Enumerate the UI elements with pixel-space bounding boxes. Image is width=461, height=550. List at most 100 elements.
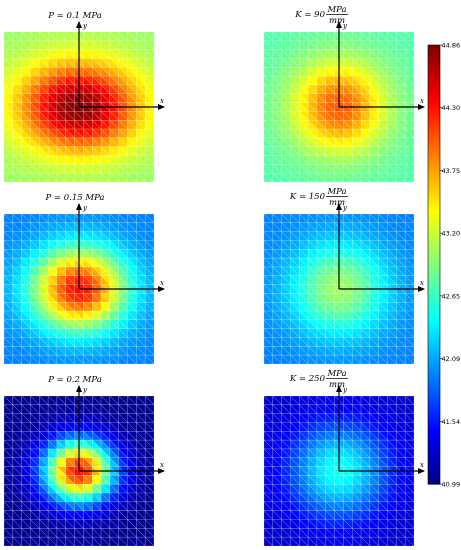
colorbar-segment: [428, 480, 440, 485]
mesh-cell: [65, 354, 76, 365]
title-text: P = 0.2 MPa: [47, 375, 102, 385]
colorbar-segment: [428, 205, 440, 211]
x-axis-label: x: [420, 97, 424, 105]
mesh-cell: [39, 354, 49, 365]
mesh-cell: [281, 536, 292, 547]
mesh-cell: [47, 354, 58, 365]
colorbar-tick-label: 42.09: [442, 355, 461, 363]
axes-p02: [78, 386, 164, 472]
mesh-cell: [12, 536, 23, 547]
mesh-cell: [299, 172, 309, 183]
y-arrowhead: [336, 21, 342, 28]
mesh-cell: [396, 354, 406, 365]
colorbar-segment: [428, 469, 440, 474]
title-frac-den: mm: [329, 16, 345, 26]
mesh-cell: [30, 172, 40, 183]
colorbar-tick-label: 41.54: [442, 418, 461, 426]
mesh-cell: [127, 172, 137, 183]
colorbar-segment: [428, 282, 440, 288]
panel-p01: y x P = 0.1 MPa: [3, 11, 165, 183]
colorbar-segment: [428, 414, 440, 419]
mesh-cell: [65, 172, 76, 183]
colorbar-segment: [428, 473, 440, 478]
title-frac-num: MPa: [326, 5, 346, 15]
mesh-cell: [396, 172, 406, 183]
colorbar-segment: [428, 140, 440, 145]
colorbar-segment: [428, 421, 440, 427]
mesh-cell: [404, 404, 415, 415]
colorbar-segment: [428, 253, 440, 258]
mesh-cell: [136, 536, 146, 547]
colorbar-segment: [428, 348, 440, 353]
mesh-cell: [136, 172, 146, 183]
colorbar-segment: [428, 337, 440, 342]
colorbar-segment: [428, 85, 440, 90]
mesh-cell: [74, 172, 85, 183]
mesh-cell: [334, 536, 345, 547]
mesh-cell: [144, 319, 155, 330]
mesh-cell: [144, 75, 155, 86]
y-axis-label: y: [342, 204, 348, 212]
x-arrowhead: [158, 286, 165, 292]
colorbar-segment: [428, 176, 440, 181]
colorbar-segment: [428, 52, 440, 57]
mesh-cell: [144, 536, 155, 547]
mesh-cell: [3, 354, 14, 365]
mesh-cell: [39, 536, 49, 547]
mesh-cell: [144, 501, 155, 512]
mesh-cell: [100, 172, 111, 183]
mesh-cell: [404, 510, 415, 521]
colorbar-tick-label: 42.65: [442, 292, 461, 300]
mesh-cell: [369, 354, 380, 365]
mesh-cell: [360, 354, 371, 365]
x-axis-label: x: [420, 461, 424, 469]
colorbar-segment: [428, 194, 440, 200]
mesh-cell: [144, 404, 155, 415]
colorbar-segment: [428, 388, 440, 394]
colorbar-segment: [428, 304, 440, 309]
mesh-cell: [404, 536, 415, 547]
colorbar-segment: [428, 249, 440, 255]
colorbar-segment: [428, 231, 440, 236]
mesh-cell: [396, 536, 406, 547]
mesh-cell: [343, 536, 353, 547]
mesh-cell: [351, 172, 362, 183]
colorbar-segment: [428, 136, 440, 141]
mesh-cell: [91, 354, 102, 365]
colorbar-segment: [428, 323, 440, 328]
colorbar-segment: [428, 271, 440, 277]
colorbar-segment: [428, 70, 440, 75]
colorbar-segment: [428, 184, 440, 189]
mesh-cell: [144, 146, 155, 157]
mesh-cell: [127, 354, 137, 365]
mesh-cell: [272, 536, 283, 547]
colorbar-segment: [428, 418, 440, 423]
colorbar-tick-label: 43.75: [442, 167, 461, 175]
mesh-cell: [404, 146, 415, 157]
colorbar-segment: [428, 451, 440, 456]
mesh-cell: [369, 172, 380, 183]
y-arrowhead: [76, 21, 82, 28]
mesh-cell: [325, 536, 336, 547]
mesh-cell: [56, 172, 67, 183]
mesh-cell: [127, 536, 137, 547]
mesh-cell: [118, 354, 129, 365]
axes-p015: [78, 204, 164, 290]
colorbar-segment: [428, 165, 440, 170]
mesh-cell: [65, 536, 76, 547]
mesh-cell: [118, 172, 129, 183]
colorbar-segment: [428, 334, 440, 339]
colorbar-segment: [428, 425, 440, 430]
colorbar-segment: [428, 63, 440, 68]
mesh-cell: [109, 536, 120, 547]
colorbar-segment: [428, 121, 440, 127]
colorbar-segment: [428, 344, 440, 350]
mesh-cell: [404, 172, 415, 183]
mesh-cell: [299, 536, 309, 547]
mesh-cell: [404, 501, 415, 512]
mesh-cell: [144, 457, 155, 468]
colorbar-segment: [428, 238, 440, 244]
